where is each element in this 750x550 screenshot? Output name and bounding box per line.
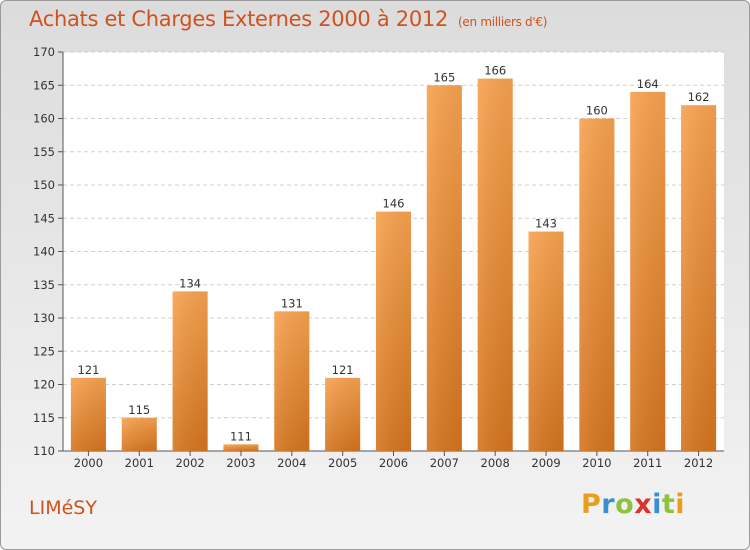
bar-shade xyxy=(121,417,157,451)
bar-shade xyxy=(579,118,615,451)
data-label: 131 xyxy=(281,296,303,310)
data-label: 115 xyxy=(128,403,150,417)
y-tick-label: 120 xyxy=(33,378,55,392)
proxiti-logo: Proxiti xyxy=(581,489,685,520)
x-tick-label: 2011 xyxy=(633,456,662,470)
bar-shade xyxy=(375,211,412,451)
bar-shade xyxy=(223,444,259,451)
data-label: 134 xyxy=(179,276,201,290)
y-tick-label: 145 xyxy=(33,211,55,225)
y-tick-label: 115 xyxy=(33,411,55,425)
chart-subtitle: (en milliers d'€) xyxy=(458,15,548,29)
x-tick-label: 2009 xyxy=(531,456,560,470)
logo-letter: P xyxy=(581,489,602,520)
data-label: 162 xyxy=(688,90,710,104)
bar-shade xyxy=(172,291,208,451)
data-label: 164 xyxy=(637,77,659,91)
bar-shade xyxy=(528,231,564,451)
logo-letter: t xyxy=(661,489,676,520)
data-label: 160 xyxy=(586,104,608,118)
data-label: 111 xyxy=(230,429,252,443)
logo-letter: o xyxy=(615,489,635,520)
data-label: 121 xyxy=(332,363,354,377)
y-tick-label: 110 xyxy=(33,444,55,458)
y-tick-label: 140 xyxy=(33,245,55,259)
bar-shade xyxy=(274,311,310,451)
x-tick-label: 2002 xyxy=(175,456,204,470)
commune-name: LIMéSY xyxy=(29,497,97,519)
x-tick-label: 2006 xyxy=(379,456,408,470)
x-tick-label: 2004 xyxy=(277,456,306,470)
x-tick-label: 2012 xyxy=(684,456,713,470)
x-tick-label: 2001 xyxy=(125,456,154,470)
data-label: 121 xyxy=(77,363,99,377)
x-tick-label: 2003 xyxy=(226,456,255,470)
logo-letter: i xyxy=(652,489,662,520)
x-tick-label: 2010 xyxy=(582,456,611,470)
logo-letter: x xyxy=(634,489,653,520)
y-tick-label: 135 xyxy=(33,278,55,292)
chart-title-text: Achats et Charges Externes 2000 à 2012 xyxy=(29,7,449,31)
bar-shade xyxy=(681,105,717,451)
x-tick-label: 2000 xyxy=(74,456,103,470)
y-tick-label: 130 xyxy=(33,311,55,325)
y-tick-label: 155 xyxy=(33,145,55,159)
x-tick-label: 2008 xyxy=(481,456,510,470)
y-tick-label: 150 xyxy=(33,178,55,192)
x-tick-label: 2005 xyxy=(328,456,357,470)
bar-shade xyxy=(325,377,361,451)
y-tick-label: 170 xyxy=(33,45,55,59)
bar-shade xyxy=(426,85,462,451)
data-label: 143 xyxy=(535,217,557,231)
logo-letter: i xyxy=(675,489,686,520)
chart-title: Achats et Charges Externes 2000 à 2012 (e… xyxy=(29,7,547,31)
logo-letter: r xyxy=(601,489,616,520)
x-tick-label: 2007 xyxy=(430,456,459,470)
data-label: 165 xyxy=(433,70,455,84)
bar-shade xyxy=(70,377,106,451)
y-tick-label: 125 xyxy=(33,344,55,358)
y-tick-label: 165 xyxy=(33,78,55,92)
data-label: 166 xyxy=(484,64,506,78)
y-tick-label: 160 xyxy=(33,112,55,126)
bar-shade xyxy=(630,91,666,452)
bar-shade xyxy=(477,78,513,451)
data-label: 146 xyxy=(383,197,405,211)
